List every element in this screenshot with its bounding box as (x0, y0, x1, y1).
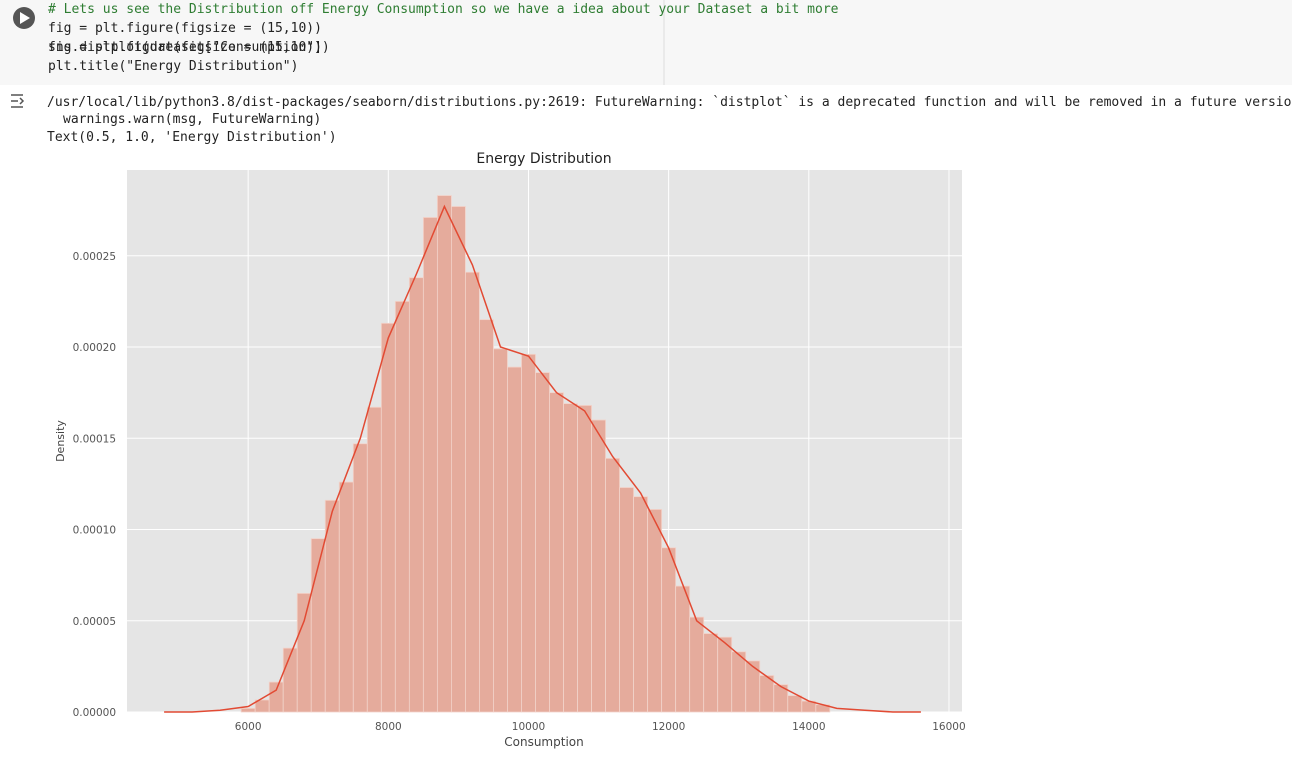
bar (465, 271, 480, 713)
y-tick-label: 0.00025 (73, 251, 116, 263)
output-line: warnings.warn(msg, FutureWarning) (63, 112, 321, 127)
code-line: # Lets us see the Distribution off Energ… (48, 2, 839, 17)
bar (661, 547, 677, 713)
bar (450, 206, 466, 713)
bar (731, 651, 747, 713)
bar (380, 322, 396, 713)
bar (366, 406, 382, 713)
x-axis-label: Consumption (504, 735, 583, 749)
x-tick-label: 8000 (375, 721, 402, 733)
bar (479, 319, 494, 713)
output-line: Text(0.5, 1.0, 'Energy Distribution') (47, 130, 337, 145)
bar (507, 366, 522, 713)
bar (563, 403, 578, 713)
bar (408, 277, 424, 713)
x-tick-label: 14000 (792, 721, 825, 733)
bar (535, 372, 550, 713)
bar (268, 681, 284, 713)
bar (647, 509, 663, 713)
bar (717, 636, 733, 713)
code-line: sns.distplot(dataset["Consumption"]) (48, 40, 330, 55)
output-icon[interactable] (11, 94, 25, 108)
chart-title: Energy Distribution (476, 151, 611, 167)
output-line: /usr/local/lib/python3.8/dist-packages/s… (47, 95, 1292, 110)
y-tick-label: 0.00005 (73, 616, 116, 628)
bar (338, 481, 354, 713)
bar (759, 675, 775, 713)
bar (675, 585, 691, 713)
bar (577, 405, 592, 713)
bar (422, 217, 438, 713)
x-tick-label: 12000 (652, 721, 685, 733)
bar (296, 592, 312, 713)
run-icon[interactable] (20, 12, 30, 24)
y-tick-label: 0.00000 (73, 707, 116, 719)
bar (633, 496, 649, 713)
code-line: fig = plt.figure(figsize = (15,10)) (48, 40, 322, 55)
code-line: fig = plt.figure(figsize = (15,10)) (48, 21, 322, 36)
bar (689, 616, 705, 713)
code-cell (0, 0, 1292, 85)
x-tick-label: 6000 (235, 721, 262, 733)
kde-line (164, 204, 921, 713)
y-tick-label: 0.00010 (73, 525, 116, 537)
bar (605, 457, 620, 713)
bar (240, 707, 256, 713)
x-tick-label: 16000 (932, 721, 965, 733)
bar (787, 695, 803, 713)
bar (352, 443, 368, 713)
y-tick-label: 0.00020 (73, 342, 116, 354)
code-line: plt.title("Energy Distribution") (48, 59, 298, 74)
x-tick-label: 10000 (512, 721, 545, 733)
bar (521, 353, 536, 713)
bar (591, 419, 606, 713)
bar (282, 647, 298, 713)
y-tick-label: 0.00015 (73, 433, 116, 445)
bar (619, 487, 635, 713)
bar (549, 392, 564, 713)
bar (394, 300, 410, 713)
bar (493, 348, 508, 713)
y-axis-label: Density (54, 420, 67, 462)
bar (703, 633, 719, 713)
bar (745, 660, 761, 713)
bar (436, 195, 452, 713)
